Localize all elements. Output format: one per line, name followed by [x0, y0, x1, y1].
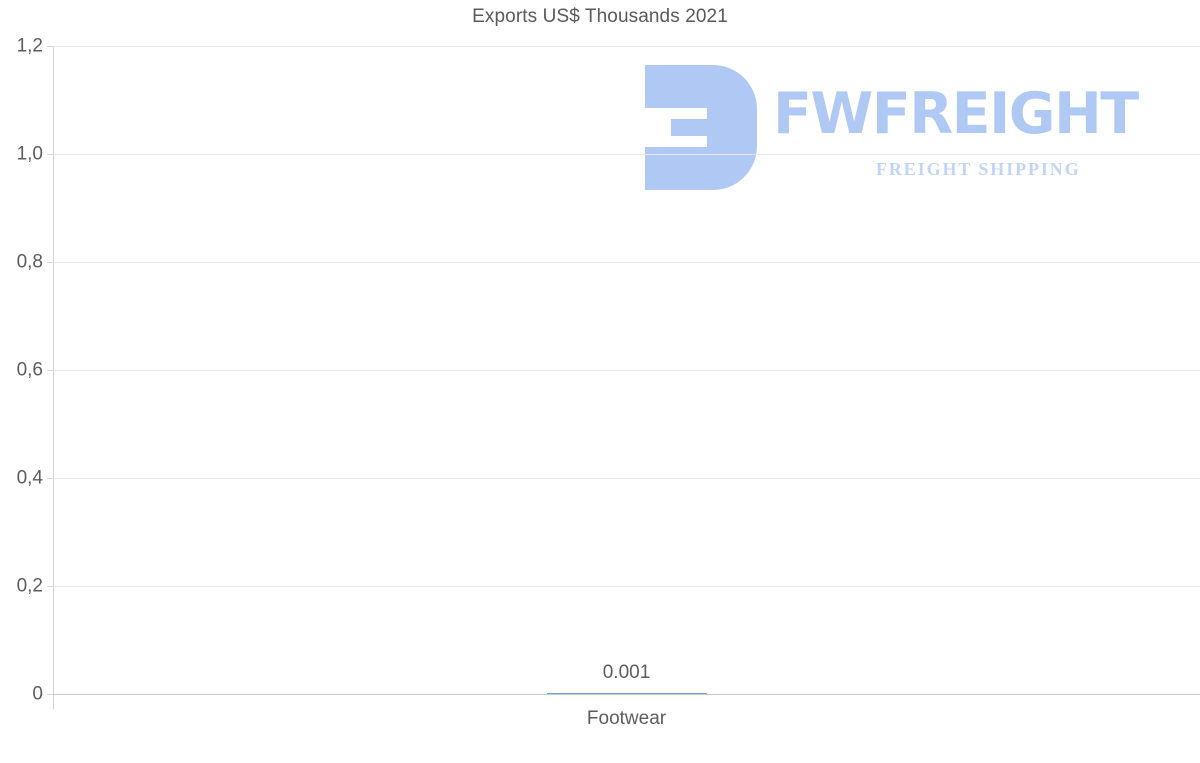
y-axis-label: 0 [32, 683, 43, 705]
bar-value-label: 0.001 [602, 662, 651, 684]
gridline [53, 154, 1200, 155]
gridline [53, 586, 1200, 587]
y-axis-label: 0,8 [16, 251, 43, 273]
y-axis-label: 1,2 [16, 35, 43, 57]
y-axis-tick [47, 586, 53, 587]
gridline [53, 262, 1200, 263]
y-axis-tick [47, 694, 53, 695]
y-axis-label: 0,6 [16, 359, 43, 381]
gridline [53, 370, 1200, 371]
y-axis-tick [47, 478, 53, 479]
gridline [53, 46, 1200, 47]
y-axis-label: 0,4 [16, 467, 43, 489]
y-axis-tick [47, 370, 53, 371]
y-axis-tick [47, 154, 53, 155]
plot-area: 0.001 [53, 46, 1200, 694]
y-axis-tick [47, 262, 53, 263]
chart-title: Exports US$ Thousands 2021 [472, 6, 728, 27]
y-axis-line [53, 46, 54, 709]
y-axis-label: 0,2 [16, 575, 43, 597]
bar[interactable] [546, 693, 707, 694]
gridline [53, 478, 1200, 479]
gridline [53, 694, 1200, 695]
y-axis-tick [47, 46, 53, 47]
x-axis-category-label: Footwear [586, 708, 667, 729]
y-axis-label: 1,0 [16, 143, 43, 165]
